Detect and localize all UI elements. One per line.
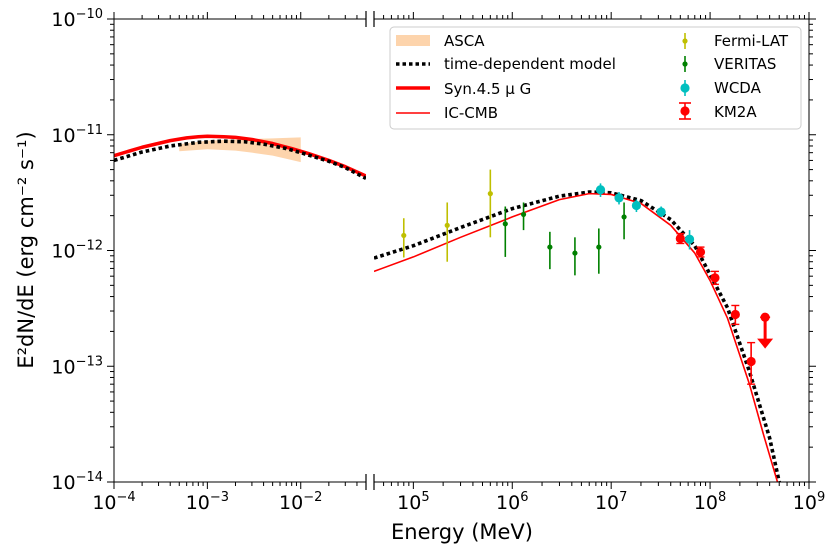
plot-area-left: [114, 19, 366, 482]
km2a-marker: [730, 309, 740, 320]
fermi-lat-point-2: [444, 202, 450, 262]
ticks-layer: 10−14 10−13 10−12 10−11 10−10 10−4 10−3 10−2 105…: [51, 7, 825, 514]
veritas-marker: [572, 250, 578, 256]
wcda-marker: [656, 207, 666, 217]
km2a-marker: [675, 233, 685, 244]
right-x-tick-label: 109: [793, 490, 825, 514]
legend-veritas-swatch: [682, 56, 688, 72]
legend-ic-cmb-label: IC-CMB: [444, 104, 498, 122]
fermi-lat-point-1: [401, 218, 407, 258]
fermi-lat-marker: [487, 191, 493, 197]
veritas-marker: [621, 214, 627, 220]
upper-limit-arrowhead: [757, 338, 774, 349]
veritas-marker: [547, 244, 553, 250]
veritas-point-5: [596, 228, 602, 274]
veritas-point-2: [520, 202, 527, 231]
legend: ASCA time-dependent model Syn.4.5 μ G IC…: [389, 26, 802, 130]
y-tick-label: 10−12: [51, 239, 103, 263]
km2a-marker: [710, 273, 720, 283]
km2a-point-2: [695, 246, 706, 258]
km2a-point-3: [710, 270, 720, 286]
km2a-marker: [746, 356, 756, 367]
veritas-marker: [596, 244, 602, 250]
km2a-point-1: [675, 232, 685, 245]
legend-wcda-label: WCDA: [714, 79, 762, 97]
y-tick-label: 10−10: [51, 7, 103, 31]
legend-km2a-swatch: [679, 102, 691, 120]
data-points-layer: [401, 169, 774, 385]
legend-wcda-swatch: [680, 80, 690, 96]
fermi-lat-marker: [401, 232, 407, 239]
right-x-tick-label: 105: [397, 490, 429, 514]
km2a-upper-limit-1: [757, 312, 774, 349]
wcda-marker: [631, 200, 642, 211]
wcda-point-1: [595, 183, 606, 197]
legend-fermi-swatch: [682, 33, 688, 49]
km2a-point-5: [746, 341, 756, 385]
wcda-marker: [614, 193, 624, 203]
left-x-tick-label: 10−2: [279, 490, 322, 514]
legend-fermi-label: Fermi-LAT: [714, 32, 789, 50]
upper-limit-marker: [760, 312, 770, 322]
legend-syn-label: Syn.4.5 μ G: [444, 80, 531, 98]
veritas-point-4: [572, 237, 578, 276]
wcda-point-2: [614, 192, 624, 205]
legend-box: [389, 26, 802, 130]
veritas-point-1: [502, 206, 508, 257]
wcda-point-4: [656, 206, 666, 217]
fermi-lat-point-3: [487, 169, 493, 238]
legend-veritas-label: VERITAS: [714, 55, 776, 73]
legend-time-dependent-label: time-dependent model: [444, 55, 616, 73]
veritas-marker: [502, 221, 508, 227]
left-x-tick-label: 10−4: [92, 490, 135, 514]
legend-km2a-label: KM2A: [714, 103, 757, 121]
y-tick-label: 10−13: [51, 354, 103, 378]
wcda-marker: [595, 185, 606, 195]
wcda-point-3: [631, 199, 642, 213]
time-dependent-model-x-ray-curve: [114, 139, 366, 180]
fermi-lat-marker: [444, 222, 450, 228]
veritas-marker: [520, 211, 527, 218]
model-curves-right: [374, 190, 781, 482]
km2a-marker: [695, 247, 706, 257]
right-x-tick-label: 106: [496, 490, 528, 514]
veritas-point-6: [621, 202, 627, 240]
y-tick-label: 10−14: [51, 470, 103, 494]
right-x-tick-label: 108: [694, 490, 726, 514]
left-x-tick-label: 10−3: [186, 490, 229, 514]
km2a-point-4: [730, 304, 740, 326]
x-axis-title: Energy (MeV): [391, 520, 533, 544]
y-axis-title: E²dN/dE (erg cm⁻² s⁻¹): [14, 131, 38, 368]
legend-asca-label: ASCA: [444, 32, 485, 50]
legend-asca-swatch: [396, 35, 430, 46]
y-tick-label: 10−11: [51, 123, 103, 147]
wcda-marker: [684, 234, 695, 244]
veritas-point-3: [547, 231, 553, 270]
wcda-point-5: [684, 230, 695, 250]
time-dependent-model-gamma-curve: [374, 190, 781, 482]
right-x-tick-label: 107: [595, 490, 627, 514]
model-curves-left: [114, 134, 366, 180]
ic-cmb-curve: [374, 192, 779, 482]
